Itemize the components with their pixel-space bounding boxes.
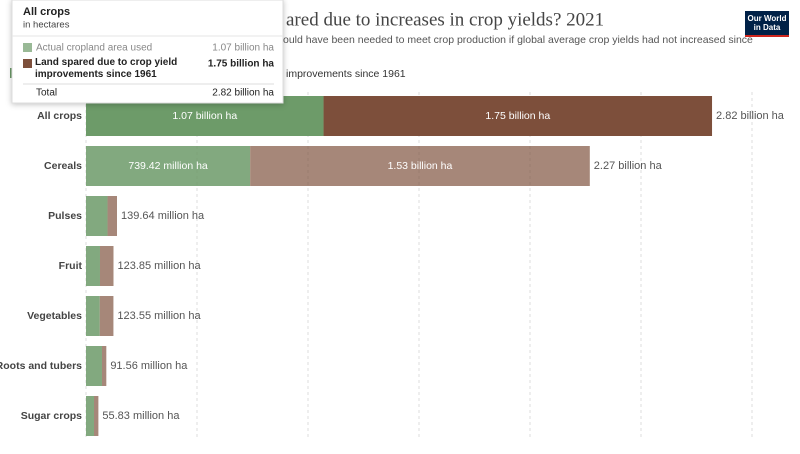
bar-group <box>86 346 107 386</box>
tooltip-box <box>11 0 284 104</box>
tooltip-title: All crops <box>23 6 70 18</box>
bar-segment <box>99 246 114 286</box>
total-label: 123.55 million ha <box>117 310 201 322</box>
legend-label: improvements since 1961 <box>286 68 406 80</box>
bar-group: 739.42 million ha 1.53 billion ha <box>86 146 590 186</box>
tooltip-row-label-wrap: Land spared due to crop yield improvemen… <box>35 57 178 80</box>
category-label: Vegetables <box>27 310 82 322</box>
tooltip-total-label: Total <box>36 88 57 99</box>
bar-group <box>86 246 114 286</box>
logo: Our World in Data <box>745 11 789 37</box>
category-label: Roots and tubers <box>0 360 82 372</box>
bar-segment <box>86 196 108 236</box>
total-label: 123.85 million ha <box>117 260 201 272</box>
logo-box <box>745 11 789 37</box>
total-label: 55.83 million ha <box>102 410 180 422</box>
category-label: Sugar crops <box>21 410 82 422</box>
bar-segment <box>99 296 114 336</box>
tooltip-subtitle: in hectares <box>23 20 70 31</box>
plot: All crops 1.07 billion ha 1.75 billion ha 2… <box>0 92 785 440</box>
tooltip-swatch <box>23 59 32 68</box>
tooltip-row-value: 1.07 billion ha <box>212 43 274 54</box>
bar-group <box>86 396 99 436</box>
category-label: Pulses <box>48 210 82 222</box>
bar-segment <box>101 346 107 386</box>
tooltip-row-value: 1.75 billion ha <box>208 59 275 70</box>
logo-text: in Data <box>754 23 781 32</box>
bar-segment <box>86 296 100 336</box>
tooltip-swatch <box>23 43 32 52</box>
bar-segment <box>93 396 99 436</box>
logo-bar <box>745 35 789 37</box>
tooltip-row-label: Actual cropland area used <box>36 43 152 54</box>
segment-label: 1.07 billion ha <box>172 110 237 122</box>
tooltip-total-value: 2.82 billion ha <box>212 88 274 99</box>
bar-group <box>86 296 114 336</box>
tooltip: All crops in hectares Actual cropland ar… <box>11 0 284 104</box>
logo-text: Our World <box>748 14 787 23</box>
category-label: All crops <box>37 110 82 122</box>
bar-segment <box>86 396 94 436</box>
bar-segment <box>86 246 100 286</box>
segment-label: 1.53 billion ha <box>388 160 453 172</box>
total-label: 139.64 million ha <box>121 210 205 222</box>
segment-label: 1.75 billion ha <box>485 110 550 122</box>
category-label: Cereals <box>44 160 82 172</box>
category-label: Fruit <box>59 260 83 272</box>
chart-subtitle: ould have been needed to meet crop produ… <box>283 34 753 46</box>
bar-segment <box>107 196 118 236</box>
bar-segment <box>250 146 590 186</box>
total-label: 2.82 billion ha <box>716 110 785 122</box>
total-label: 91.56 million ha <box>110 360 188 372</box>
segment-label: 739.42 million ha <box>128 160 208 172</box>
bar-group <box>86 196 118 236</box>
chart-title: ared due to increases in crop yields? 20… <box>286 9 604 30</box>
bar-segment <box>86 346 102 386</box>
total-label: 2.27 billion ha <box>594 160 663 172</box>
tooltip-row-label: Land spared due to crop yield improvemen… <box>35 57 178 80</box>
bar-segment <box>86 146 251 186</box>
bar-segment <box>323 96 713 136</box>
